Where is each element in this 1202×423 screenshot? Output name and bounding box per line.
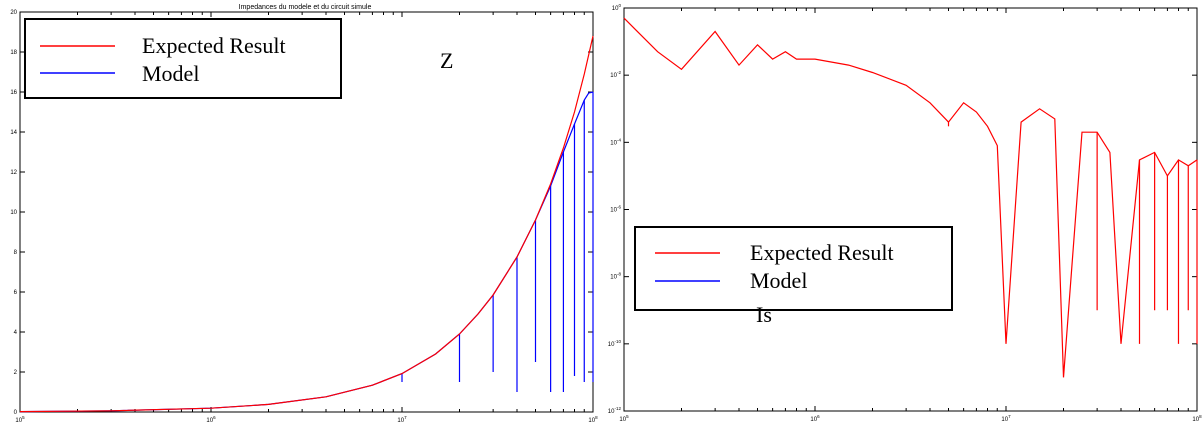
legend-label-model: Model [750, 268, 807, 293]
y-tick-label: 10-4 [610, 137, 621, 146]
y-tick-label: 100 [612, 3, 622, 12]
y-tick-label: 10-10 [608, 339, 622, 348]
y-tick-label: 20 [10, 10, 17, 16]
annotation-is: Is [756, 302, 772, 327]
legend-label-expected: Expected Result [750, 240, 894, 265]
y-tick-label: 2 [14, 370, 18, 376]
y-tick-label: 10-6 [610, 205, 621, 214]
current-chart: 105 106 107 108 10-12 10-10 10-8 10-6 10-4 10-2 10… [608, 3, 1202, 423]
x-tick-label: 107 [1001, 414, 1011, 423]
chart-title: Impedances du modele et du circuit simul… [239, 4, 372, 11]
legend-label-model: Model [142, 61, 199, 86]
y-tick-label: 6 [14, 290, 18, 296]
x-tick-label: 107 [397, 415, 407, 423]
y-tick-label: 14 [10, 130, 17, 136]
y-tick-label: 10-8 [610, 272, 621, 281]
y-tick-label: 10-2 [610, 70, 621, 79]
impedance-chart: Impedances du modele et du circuit simul… [10, 4, 598, 423]
series-line-expected-result [19, 35, 594, 413]
plot-frame [623, 7, 1198, 412]
legend: Expected Result Model [24, 18, 342, 99]
y-tick-label: 10 [10, 210, 17, 216]
y-tick-label: 18 [10, 50, 17, 56]
legend-label-expected: Expected Result [142, 33, 286, 58]
y-tick-label: 12 [10, 170, 17, 176]
legend: Expected Result Model [634, 226, 953, 311]
y-tick-label: 0 [14, 410, 18, 416]
y-tick-label: 8 [14, 250, 18, 256]
annotation-z: Z [440, 48, 453, 73]
x-tick-label: 105 [619, 414, 629, 423]
x-tick-label: 108 [588, 415, 598, 423]
x-tick-label: 108 [1192, 414, 1202, 423]
y-tick-label: 16 [10, 90, 17, 96]
x-tick-label: 106 [810, 414, 820, 423]
x-tick-label: 105 [15, 415, 25, 423]
series-line-expected-result [623, 17, 1198, 378]
y-tick-label: 10-12 [608, 406, 622, 415]
y-tick-label: 4 [14, 330, 18, 336]
x-tick-label: 106 [206, 415, 216, 423]
